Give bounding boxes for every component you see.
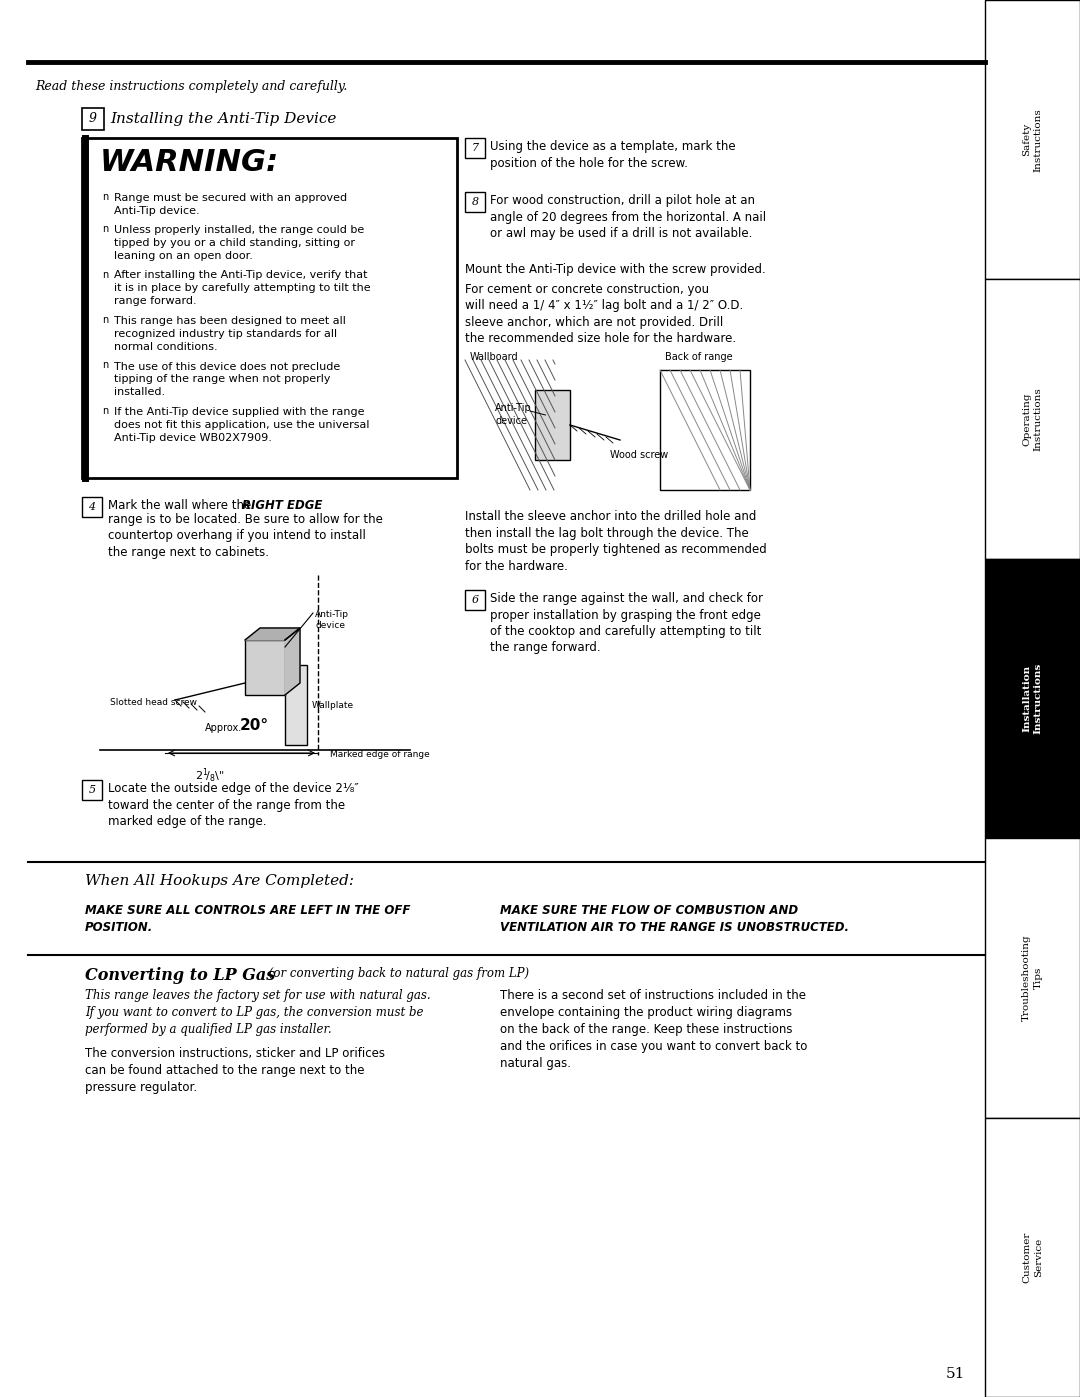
Text: Wood screw: Wood screw: [610, 450, 669, 460]
Bar: [82, 497, 102, 517]
Text: Installing the Anti-Tip Device: Installing the Anti-Tip Device: [110, 112, 336, 126]
Text: Converting to LP Gas: Converting to LP Gas: [85, 967, 275, 983]
Bar: [82, 780, 102, 800]
Text: After installing the Anti-Tip device, verify that
it is in place by carefully at: After installing the Anti-Tip device, ve…: [114, 271, 370, 306]
Text: Range must be secured with an approved
Anti-Tip device.: Range must be secured with an approved A…: [114, 193, 347, 215]
Text: Locate the outside edge of the device 2¹⁄₈″
toward the center of the range from : Locate the outside edge of the device 2¹…: [108, 782, 359, 828]
Text: Wallboard: Wallboard: [470, 352, 518, 362]
Bar: [535, 390, 570, 460]
Bar: [985, 838, 1080, 1118]
Text: Wallplate: Wallplate: [312, 700, 354, 710]
Text: Back of range: Back of range: [665, 352, 732, 362]
Bar: [285, 665, 307, 745]
Text: range is to be located. Be sure to allow for the
countertop overhang if you inte: range is to be located. Be sure to allow…: [108, 513, 383, 559]
Bar: [82, 108, 104, 130]
Text: n: n: [102, 314, 108, 326]
Bar: [985, 1118, 1080, 1397]
Text: WARNING:: WARNING:: [100, 148, 280, 177]
Polygon shape: [245, 629, 300, 640]
Text: 5: 5: [89, 785, 95, 795]
Bar: [660, 370, 750, 490]
Bar: [985, 0, 1080, 279]
Text: The conversion instructions, sticker and LP orifices
can be found attached to th: The conversion instructions, sticker and…: [85, 1046, 384, 1094]
Text: Side the range against the wall, and check for
proper installation by grasping t: Side the range against the wall, and che…: [490, 592, 762, 655]
Text: Customer
Service: Customer Service: [1022, 1232, 1043, 1282]
Text: Mark the wall where the: Mark the wall where the: [108, 499, 255, 511]
Text: When All Hookups Are Completed:: When All Hookups Are Completed:: [85, 875, 354, 888]
Text: This range has been designed to meet all
recognized industry tip standards for a: This range has been designed to meet all…: [114, 316, 346, 352]
Bar: [985, 559, 1080, 838]
Text: Safety
Instructions: Safety Instructions: [1022, 108, 1043, 172]
Text: Operating
Instructions: Operating Instructions: [1022, 387, 1043, 451]
Text: Anti-Tip
device: Anti-Tip device: [495, 404, 531, 426]
Text: 4: 4: [89, 502, 95, 511]
Text: Unless properly installed, the range could be
tipped by you or a child standing,: Unless properly installed, the range cou…: [114, 225, 364, 261]
Text: n: n: [102, 360, 108, 370]
Text: $2^{1}\!/_{8}$\": $2^{1}\!/_{8}$\": [195, 767, 225, 785]
Text: 8: 8: [472, 197, 478, 207]
Text: 51: 51: [946, 1368, 966, 1382]
Bar: [465, 590, 485, 610]
Text: RIGHT EDGE: RIGHT EDGE: [242, 499, 322, 511]
Text: MAKE SURE ALL CONTROLS ARE LEFT IN THE OFF
POSITION.: MAKE SURE ALL CONTROLS ARE LEFT IN THE O…: [85, 904, 410, 935]
Text: (or converting back to natural gas from LP): (or converting back to natural gas from …: [265, 967, 529, 981]
Text: Approx.: Approx.: [205, 724, 242, 733]
Text: Anti-Tip
device: Anti-Tip device: [315, 610, 349, 630]
Text: 6: 6: [472, 595, 478, 605]
Bar: [465, 138, 485, 158]
Text: Troubleshooting
Tips: Troubleshooting Tips: [1022, 935, 1043, 1021]
Bar: [245, 640, 285, 694]
Text: Slotted head screw: Slotted head screw: [110, 698, 197, 707]
Text: Installation
Instructions: Installation Instructions: [1022, 662, 1043, 735]
Bar: [465, 191, 485, 212]
Text: This range leaves the factory set for use with natural gas.
If you want to conve: This range leaves the factory set for us…: [85, 989, 431, 1037]
Text: n: n: [102, 191, 108, 203]
Text: Using the device as a template, mark the
position of the hole for the screw.: Using the device as a template, mark the…: [490, 140, 735, 169]
Text: There is a second set of instructions included in the
envelope containing the pr: There is a second set of instructions in…: [500, 989, 808, 1070]
Text: n: n: [102, 407, 108, 416]
Text: Read these instructions completely and carefully.: Read these instructions completely and c…: [35, 80, 348, 94]
Text: Marked edge of range: Marked edge of range: [330, 750, 430, 759]
Polygon shape: [285, 629, 300, 694]
Text: 9: 9: [89, 113, 97, 126]
Text: For wood construction, drill a pilot hole at an
angle of 20 degrees from the hor: For wood construction, drill a pilot hol…: [490, 194, 766, 240]
Text: MAKE SURE THE FLOW OF COMBUSTION AND
VENTILATION AIR TO THE RANGE IS UNOBSTRUCTE: MAKE SURE THE FLOW OF COMBUSTION AND VEN…: [500, 904, 849, 935]
Text: n: n: [102, 224, 108, 235]
Text: 7: 7: [472, 142, 478, 154]
Bar: [985, 279, 1080, 559]
Text: Install the sleeve anchor into the drilled hole and
then install the lag bolt th: Install the sleeve anchor into the drill…: [465, 510, 767, 573]
Text: If the Anti-Tip device supplied with the range
does not fit this application, us: If the Anti-Tip device supplied with the…: [114, 407, 369, 443]
Text: For cement or concrete construction, you
will need a 1/ 4″ x 1¹⁄₂″ lag bolt and : For cement or concrete construction, you…: [465, 284, 743, 345]
Text: n: n: [102, 270, 108, 279]
Bar: [82, 138, 457, 478]
Text: The use of this device does not preclude
tipping of the range when not properly
: The use of this device does not preclude…: [114, 362, 340, 397]
Text: 20°: 20°: [240, 718, 269, 733]
Text: Mount the Anti-Tip device with the screw provided.: Mount the Anti-Tip device with the screw…: [465, 263, 766, 277]
